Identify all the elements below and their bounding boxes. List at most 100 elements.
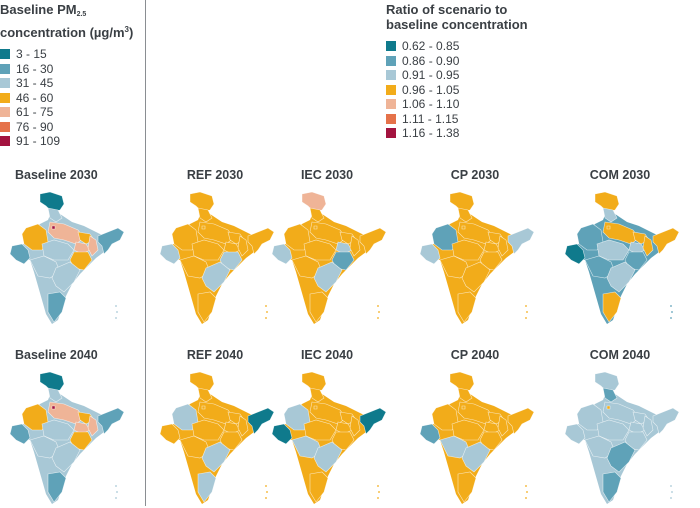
legend-label: 46 - 60 [16,90,54,105]
section-divider [145,0,146,506]
legend-label: 16 - 30 [16,61,54,76]
region-ap [313,441,343,473]
region-jk [189,371,215,393]
region-wb [349,235,361,257]
region-delhi [606,225,611,230]
region-wb [642,415,654,437]
legend-label: 0.91 - 0.95 [402,68,460,83]
legend-swatch [0,78,10,89]
region-islands [377,305,379,307]
region-islands [265,485,267,487]
region-tn [47,471,67,503]
region-odisha [479,251,503,271]
map-panel: COM 2040 [555,348,685,508]
map-panel: CP 2040 [410,348,540,508]
panel-title: Baseline 2040 [15,348,98,362]
legend-swatch [0,136,10,147]
region-ne [652,407,680,435]
region-odisha [479,431,503,451]
region-islands [115,317,117,319]
region-islands [265,317,267,319]
region-hp [197,387,213,403]
legend-item: 3 - 15 [0,47,133,62]
panel-title: IEC 2040 [300,348,354,362]
region-odisha [219,251,243,271]
region-ne [359,227,387,255]
region-islands [115,305,117,307]
legend-label: 1.11 - 1.15 [402,111,459,126]
legend-item: 91 - 109 [0,134,133,149]
legend-item: 61 - 75 [0,105,133,120]
region-ap [606,441,636,473]
region-islands [377,485,379,487]
region-islands [526,491,528,493]
india-map [419,371,535,504]
region-delhi [461,405,466,410]
region-jk [301,191,327,213]
region-delhi [51,225,56,230]
legend-label: 0.86 - 0.90 [402,53,460,68]
legend-item: 1.06 - 1.10 [386,97,528,112]
panel-title: IEC 2030 [300,168,354,182]
region-ap [461,261,491,293]
india-map [271,371,387,504]
region-delhi [461,225,466,230]
legend-label: 0.96 - 1.05 [402,82,460,97]
region-ap [461,441,491,473]
ratio-legend-title: Ratio of scenario to baseline concentrat… [386,2,528,32]
legend-item: 0.86 - 0.90 [386,54,528,69]
region-ne [97,407,125,435]
ratio-legend-items: 0.62 - 0.85 0.86 - 0.90 0.91 - 0.95 0.96 - … [386,39,528,141]
region-hp [602,387,618,403]
baseline-legend-items: 3 - 15 16 - 30 31 - 45 46 - 60 61 - 75 76 - 9… [0,47,133,149]
region-jk [189,191,215,213]
region-odisha [331,251,355,271]
region-odisha [624,251,648,271]
region-islands [266,491,268,493]
map-panel: COM 2030 [555,168,685,328]
region-tn [309,291,329,323]
region-raj [431,403,459,431]
legend-swatch [386,113,396,124]
region-jk [39,191,65,213]
region-islands [265,497,267,499]
region-ne [507,407,535,435]
region-wb [237,415,249,437]
region-wb [642,235,654,257]
region-guj [564,243,586,265]
legend-title-subscript: 2.5 [76,11,87,18]
region-raj [283,223,311,251]
region-guj [419,423,441,445]
region-islands [525,305,527,307]
legend-label: 91 - 109 [16,134,61,149]
region-ap [606,261,636,293]
region-ap [201,441,231,473]
legend-item: 0.96 - 1.05 [386,83,528,98]
region-jk [301,371,327,393]
region-ne [359,407,387,435]
legend-item: 1.16 - 1.38 [386,126,528,141]
region-guj [159,423,181,445]
region-ap [51,261,81,293]
region-tn [602,291,622,323]
panel-title: REF 2040 [186,348,244,362]
region-raj [576,403,604,431]
legend-title-text: concentration (µg/m [0,25,125,40]
legend-item: 76 - 90 [0,120,133,135]
region-delhi [313,225,318,230]
region-hp [602,207,618,223]
legend-title-text: Ratio of scenario to [386,2,508,17]
map-panel: REF 2040 [150,348,280,508]
region-islands [670,497,672,499]
region-hp [309,387,325,403]
region-jk [39,371,65,393]
legend-title-text: baseline concentration [386,17,528,32]
panel-title: CP 2030 [450,168,500,182]
india-map [9,191,125,324]
region-guj [271,243,293,265]
region-odisha [219,431,243,451]
region-islands [525,485,527,487]
region-delhi [201,405,206,410]
region-hp [47,387,63,403]
legend-swatch [386,99,396,110]
